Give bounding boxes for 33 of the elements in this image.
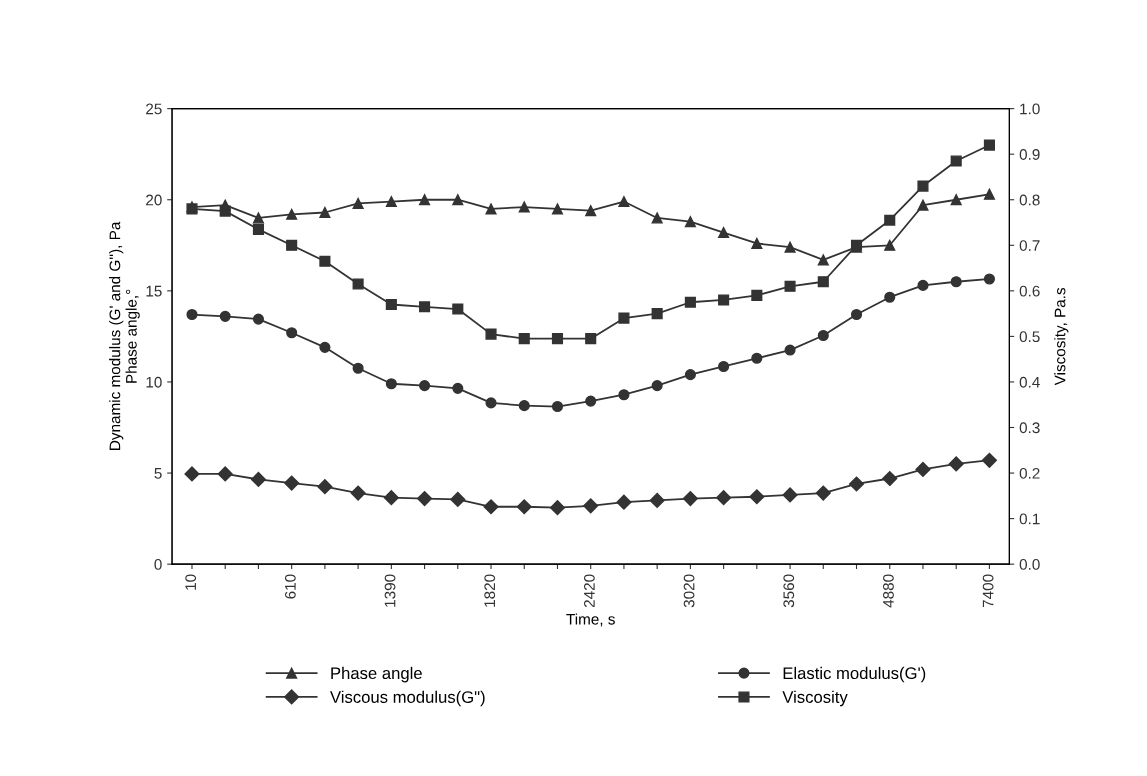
legend-label: Phase angle [331, 666, 422, 683]
y-tick-label: 20 [146, 194, 162, 206]
legend-label: Viscosity [782, 690, 848, 707]
y2-tick-label: 1.0 [1020, 103, 1040, 115]
y2-tick-label: 0.2 [1019, 467, 1040, 479]
x-tick-label: 4880 [883, 574, 894, 608]
y-tick-label: 25 [146, 103, 162, 115]
x-tick-label: 2420 [583, 574, 595, 608]
y2-axis-title: Viscosity, Pa.s [1054, 287, 1069, 386]
y-tick-label: 10 [146, 376, 162, 388]
y-tick-label: 0 [154, 559, 162, 570]
legend-label: Viscous modulus(G") [330, 690, 485, 707]
x-axis-title: Time, s [566, 613, 615, 627]
legend-label: Elastic modulus(G') [783, 666, 926, 683]
y2-tick-label: 0.4 [1019, 376, 1040, 388]
y2-tick-label: 0.1 [1019, 513, 1040, 525]
y2-tick-label: 0.7 [1019, 240, 1040, 251]
y2-tick-label: 0.0 [1019, 559, 1040, 570]
x-tick-label: 7400 [982, 574, 994, 608]
x-tick-label: 3020 [683, 574, 695, 608]
y2-tick-label: 0.5 [1019, 331, 1040, 343]
y2-tick-label: 0.8 [1019, 194, 1040, 206]
x-tick-label: 1820 [484, 574, 496, 607]
x-tick-label: 3560 [783, 574, 795, 608]
x-tick-label: 610 [284, 574, 296, 599]
y2-tick-label: 0.6 [1019, 285, 1040, 297]
y-tick-label: 5 [154, 468, 162, 479]
y-tick-label: 15 [146, 285, 162, 297]
x-tick-label: 10 [185, 574, 197, 590]
y2-tick-label: 0.3 [1019, 422, 1040, 434]
y2-tick-label: 0.9 [1019, 149, 1040, 160]
x-tick-label: 1390 [384, 574, 396, 607]
y-axis-title: Dynamic modulus (G' and G''), Pa Phase angle,° [109, 221, 140, 450]
